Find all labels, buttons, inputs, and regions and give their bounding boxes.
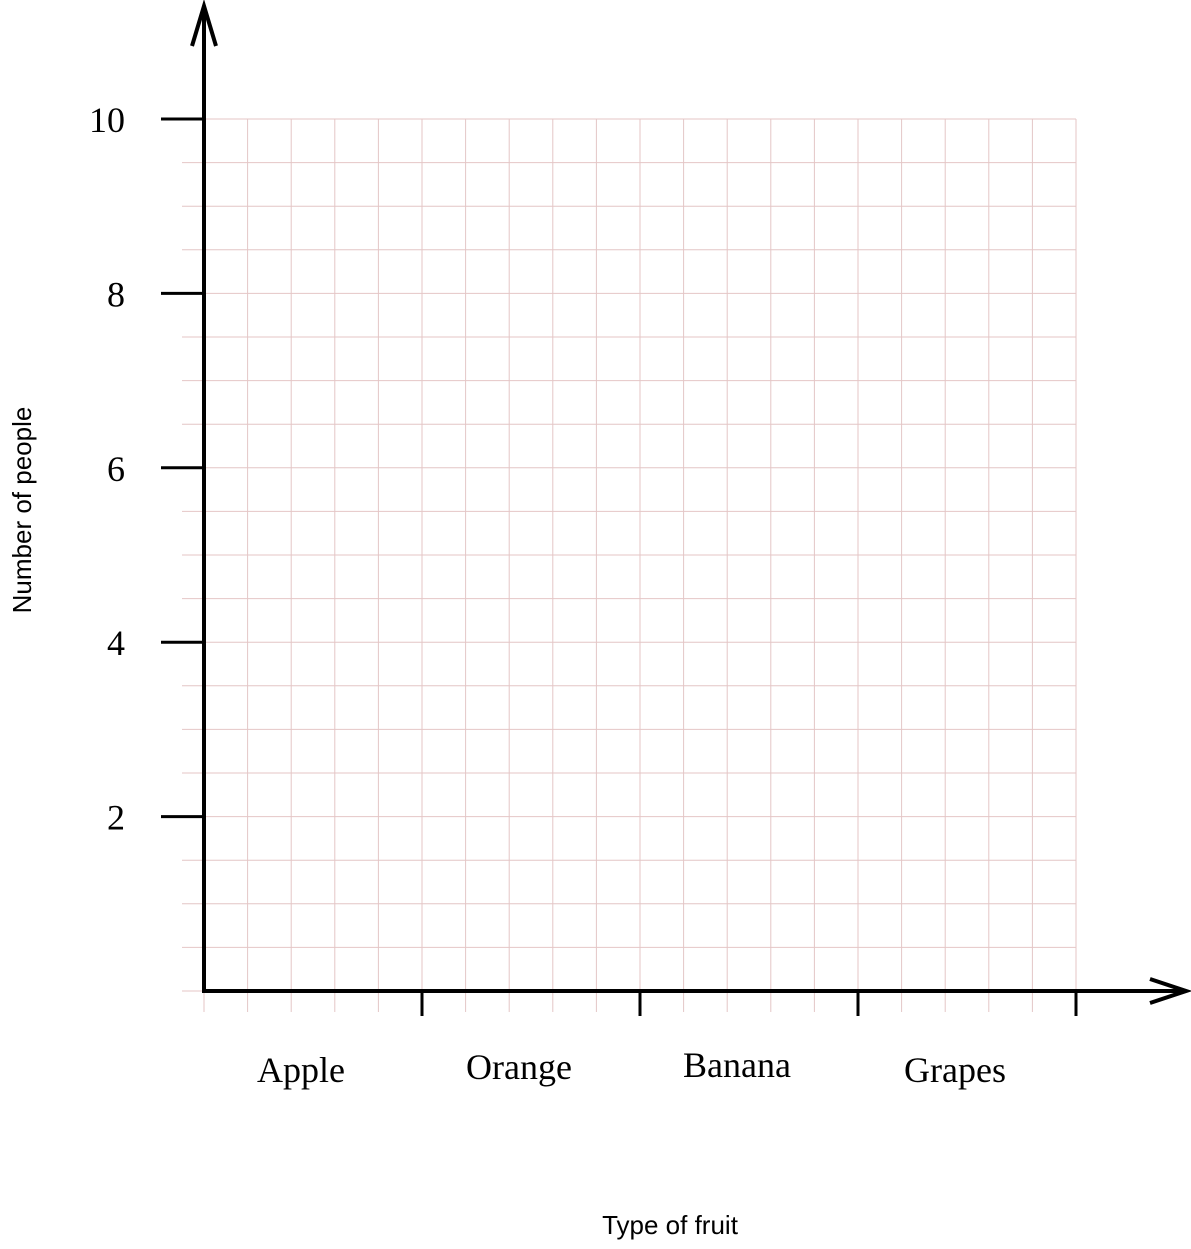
x-category-label: Apple (257, 1050, 345, 1090)
y-tick-label: 8 (107, 274, 125, 314)
x-category-label: Orange (466, 1047, 572, 1087)
x-category-label: Banana (683, 1045, 791, 1085)
y-tick-label: 10 (89, 100, 125, 140)
axes (190, 0, 1191, 1005)
x-axis-arrowhead (1149, 977, 1191, 1005)
x-axis-title: Type of fruit (602, 1210, 739, 1240)
y-axis-title: Number of people (7, 407, 37, 614)
y-axis-ticks: 2 4 6 8 10 (89, 100, 204, 838)
y-tick-label: 4 (107, 623, 125, 663)
y-tick-label: 6 (107, 449, 125, 489)
y-axis-arrowhead (190, 0, 218, 47)
x-category-label: Grapes (904, 1050, 1006, 1090)
grid-lines (182, 118, 1077, 1012)
y-tick-label: 2 (107, 798, 125, 838)
x-axis-ticks: Apple Orange Banana Grapes (257, 991, 1078, 1090)
